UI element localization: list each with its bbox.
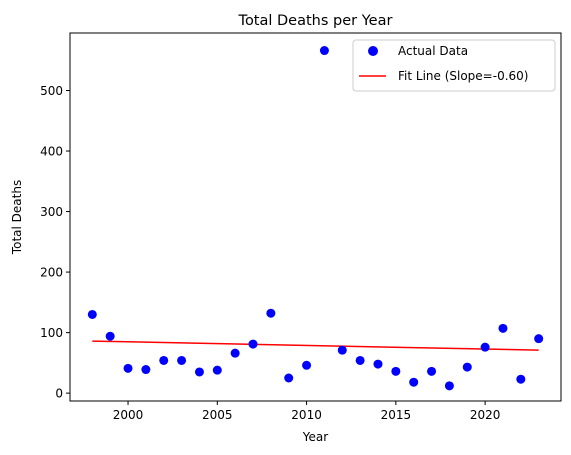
data-point-1999 — [105, 331, 115, 341]
legend-label-fit-line: Fit Line (Slope=-0.60) — [398, 69, 528, 83]
data-point-2001 — [141, 365, 151, 375]
data-point-2020 — [480, 342, 490, 352]
data-point-2021 — [498, 323, 508, 333]
axes-frame — [69, 32, 562, 402]
y-tick-label-0: 0 — [55, 387, 63, 401]
x-axis: 2000 2005 2010 2015 2020 — [113, 401, 501, 422]
data-point-2023 — [534, 334, 544, 344]
x-tick-label-2005: 2005 — [202, 408, 233, 422]
data-point-2008 — [266, 308, 276, 318]
data-point-2011 — [319, 46, 329, 56]
x-tick-label-2010: 2010 — [291, 408, 322, 422]
data-point-2006 — [230, 348, 240, 358]
data-point-2004 — [194, 367, 204, 377]
data-point-2007 — [248, 339, 258, 349]
data-point-2010 — [302, 360, 312, 370]
y-axis-label: Total Deaths — [10, 180, 24, 255]
legend-box — [352, 39, 556, 92]
y-tick-label-200: 200 — [40, 266, 63, 280]
x-tick-label-2000: 2000 — [113, 408, 144, 422]
x-axis-label: Year — [302, 430, 328, 444]
x-tick-label-2015: 2015 — [381, 408, 412, 422]
y-tick-label-100: 100 — [40, 326, 63, 340]
data-point-2014 — [373, 359, 383, 369]
plot-area — [87, 46, 544, 391]
data-point-2022 — [516, 374, 526, 384]
y-tick-label-300: 300 — [40, 205, 63, 219]
y-axis: 0 100 200 300 400 500 — [40, 84, 70, 401]
legend-marker-actual-data — [368, 46, 378, 56]
data-point-2002 — [159, 355, 169, 365]
x-tick-label-2020: 2020 — [470, 408, 501, 422]
data-point-2015 — [391, 366, 401, 376]
data-point-2003 — [177, 355, 187, 365]
y-tick-label-400: 400 — [40, 145, 63, 159]
data-point-2018 — [444, 381, 454, 391]
data-point-2013 — [355, 355, 365, 365]
data-point-2005 — [212, 365, 222, 375]
chart-title: Total Deaths per Year — [238, 13, 393, 29]
data-point-2016 — [409, 377, 419, 387]
data-point-2012 — [337, 345, 347, 355]
legend: Actual Data Fit Line (Slope=-0.60) — [352, 39, 556, 92]
legend-label-actual-data: Actual Data — [398, 44, 468, 58]
data-point-2000 — [123, 363, 133, 373]
data-point-2019 — [462, 362, 472, 372]
data-point-2017 — [427, 366, 437, 376]
y-tick-label-500: 500 — [40, 84, 63, 98]
data-point-2009 — [284, 373, 294, 383]
fit-line — [92, 340, 539, 351]
data-point-1998 — [87, 309, 97, 319]
